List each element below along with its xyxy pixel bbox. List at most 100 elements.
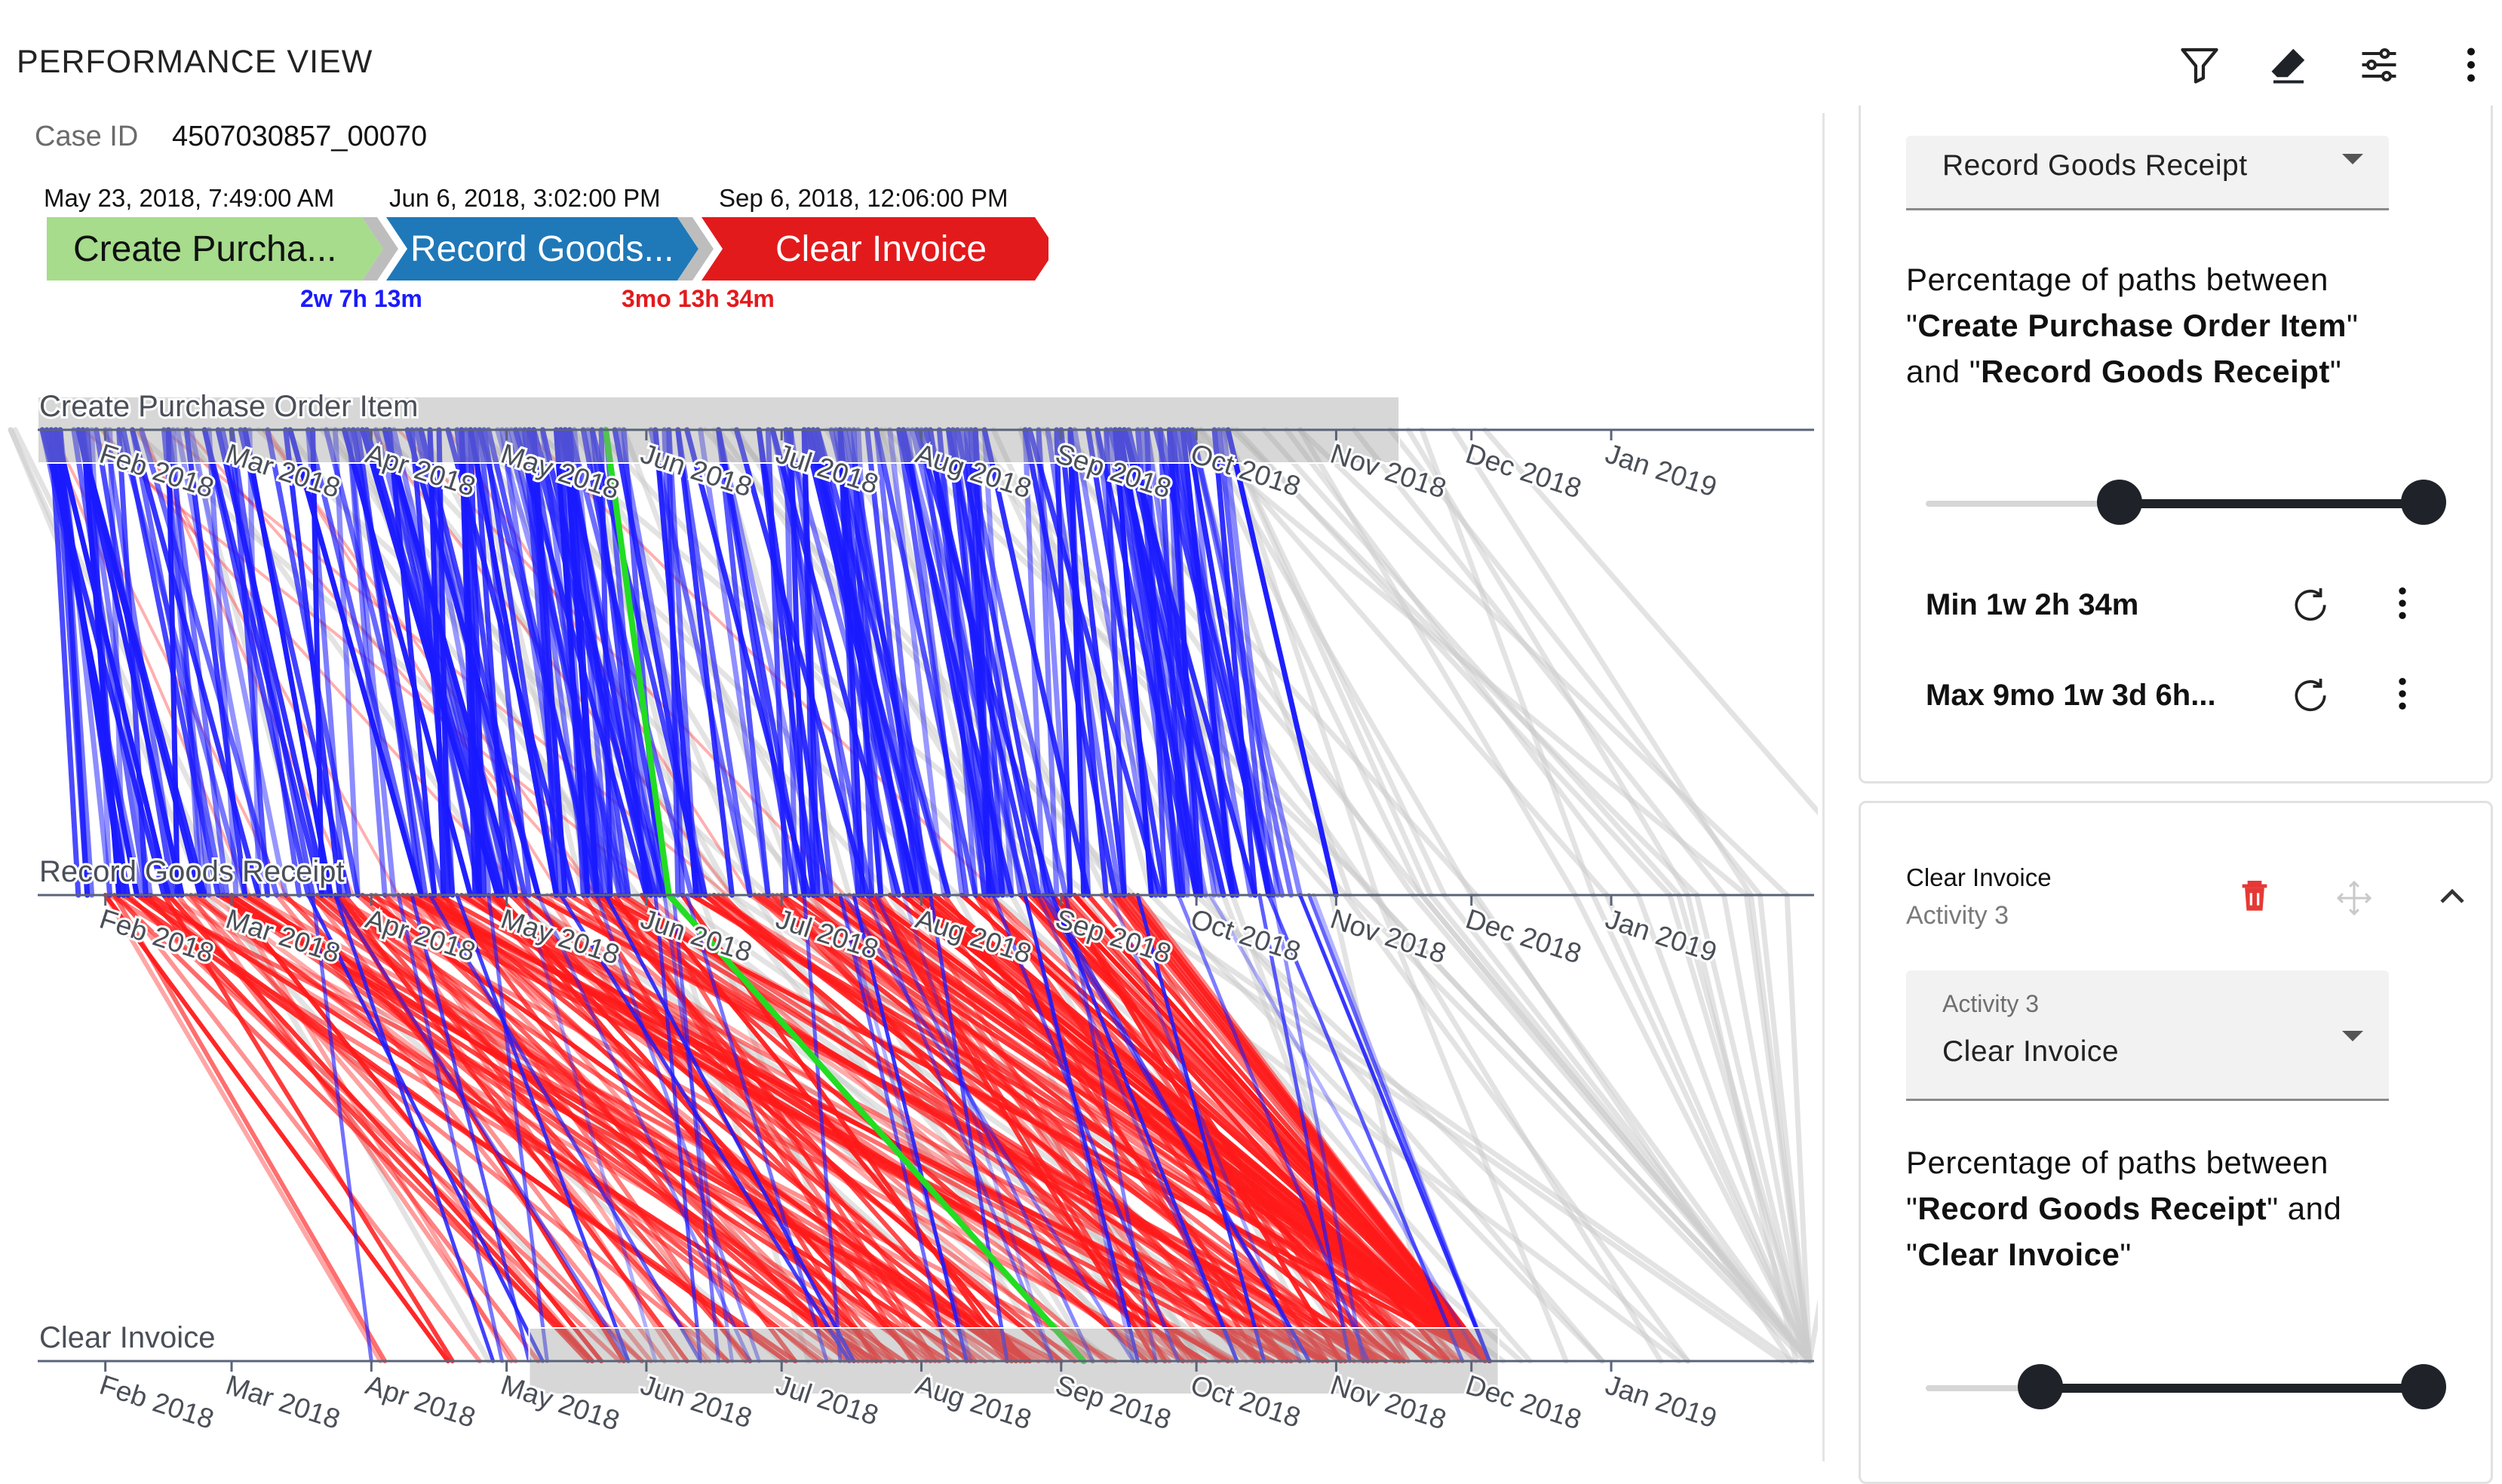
trace-line-other xyxy=(1220,427,1434,898)
activity-select[interactable]: Activity 3 Clear Invoice xyxy=(1906,970,2389,1101)
trace-line-goods-receipt xyxy=(206,427,239,898)
trace-line-goods-receipt xyxy=(305,427,347,898)
trace-line-goods-receipt xyxy=(306,893,545,1363)
trace-line-clear-invoice xyxy=(1049,893,1492,1363)
trace-line-clear-invoice xyxy=(612,893,933,1363)
slider-min-handle[interactable] xyxy=(2017,1364,2063,1409)
trace-line-goods-receipt xyxy=(929,893,1009,1363)
trace-line-goods-receipt xyxy=(472,427,510,898)
slider-min-handle[interactable] xyxy=(2097,480,2143,525)
trace-line-other xyxy=(1635,892,1813,1364)
reset-icon[interactable] xyxy=(2289,582,2332,624)
more-vert-icon[interactable] xyxy=(2381,582,2424,624)
trace-line-goods-receipt xyxy=(333,893,631,1363)
trace-line-clear-invoice xyxy=(305,893,870,1363)
trace-line-clear-invoice xyxy=(869,893,1159,1363)
trace-line-goods-receipt xyxy=(837,427,866,898)
trace-line-goods-receipt xyxy=(201,427,325,898)
trace-line-goods-receipt xyxy=(571,427,622,898)
slider-max-handle[interactable] xyxy=(2401,1364,2446,1409)
trace-line-goods-receipt xyxy=(981,427,1091,898)
step-1-date: May 23, 2018, 7:49:00 AM xyxy=(44,184,335,212)
eraser-icon[interactable] xyxy=(2266,42,2311,87)
trace-line-goods-receipt xyxy=(1189,427,1303,898)
trace-line-clear-invoice xyxy=(513,893,1159,1363)
trace-line-clear-invoice xyxy=(702,893,1262,1363)
trace-line-other xyxy=(1122,892,1794,1364)
trace-line-other xyxy=(1104,892,1785,1364)
trace-line-goods-receipt xyxy=(648,427,753,898)
trace-line-clear-invoice xyxy=(982,893,1330,1363)
tick-label: Feb 2018 xyxy=(96,1369,217,1435)
trace-line-other xyxy=(1757,892,1813,1364)
trace-line-goods-receipt xyxy=(919,427,987,898)
trace-line-goods-receipt xyxy=(1067,427,1091,898)
tick-label: Apr 2018 xyxy=(362,1369,479,1433)
trace-line-other xyxy=(1419,892,1813,1364)
trace-line-other xyxy=(1387,427,1763,898)
trace-line-goods-receipt xyxy=(653,893,703,1363)
trace-line-goods-receipt xyxy=(75,427,207,898)
step-2-chevron[interactable] xyxy=(386,217,698,281)
trace-line-goods-receipt xyxy=(950,427,1024,898)
performance-spectrum-chart[interactable]: Create Purchase Order Item Feb 2018 Mar 20… xyxy=(0,317,1818,1461)
trace-line-goods-receipt xyxy=(1036,427,1073,898)
step-2-label: Record Goods... xyxy=(410,229,674,269)
trace-line-goods-receipt xyxy=(698,427,771,898)
trace-line-goods-receipt xyxy=(802,893,843,1363)
step-1-chevron[interactable] xyxy=(47,217,383,281)
trace-line-clear-invoice xyxy=(639,893,938,1363)
trace-line-clear-invoice xyxy=(315,893,987,1363)
trace-line-goods-receipt xyxy=(838,893,950,1363)
trace-line-goods-receipt xyxy=(1109,893,1303,1363)
trace-line-goods-receipt xyxy=(873,427,978,898)
case-id-label: Case ID xyxy=(35,121,139,152)
trace-line-goods-receipt xyxy=(71,427,149,898)
trace-line-goods-receipt xyxy=(959,427,1069,898)
axis-label: Clear Invoice xyxy=(39,1321,215,1354)
step-3-chevron[interactable] xyxy=(701,217,1048,281)
path-percentage-text: Percentage of paths between "Create Purch… xyxy=(1906,262,2359,389)
trace-line-goods-receipt xyxy=(94,427,176,898)
tune-icon[interactable] xyxy=(2356,42,2402,87)
trace-line-clear-invoice xyxy=(103,893,450,1363)
trace-line-clear-invoice xyxy=(189,893,852,1363)
min-duration-label: Min 1w 2h 34m xyxy=(1926,588,2139,621)
trace-line-goods-receipt xyxy=(873,427,929,898)
trace-line-goods-receipt xyxy=(130,427,226,898)
trace-line-other xyxy=(1261,427,1682,898)
activity-select[interactable]: Record Goods Receipt xyxy=(1906,136,2389,210)
trace-line-goods-receipt xyxy=(968,427,992,898)
trace-line-goods-receipt xyxy=(48,427,81,898)
trace-lines xyxy=(8,427,1818,1364)
trace-line-goods-receipt xyxy=(675,427,753,898)
more-vert-icon[interactable] xyxy=(2448,42,2494,87)
step-separator xyxy=(362,217,398,281)
trace-line-clear-invoice xyxy=(247,893,1086,1363)
trace-line-clear-invoice xyxy=(567,893,1348,1363)
filter-icon[interactable] xyxy=(2177,42,2222,87)
trace-line-clear-invoice xyxy=(112,893,595,1363)
trace-line-other xyxy=(1807,1298,1818,1364)
chevron-up-icon[interactable] xyxy=(2431,875,2473,918)
more-vert-icon[interactable] xyxy=(2381,673,2424,715)
trace-line-goods-receipt xyxy=(305,427,424,898)
move-icon[interactable] xyxy=(2333,877,2375,919)
step-3-date: Sep 6, 2018, 12:06:00 PM xyxy=(719,184,1008,212)
trace-line-goods-receipt xyxy=(410,893,531,1363)
trace-line-other xyxy=(1482,427,1818,816)
trace-line-goods-receipt xyxy=(616,427,708,898)
trace-line-goods-receipt xyxy=(936,427,978,898)
trace-line-goods-receipt xyxy=(1208,893,1483,1363)
trace-line-goods-receipt xyxy=(1266,893,1465,1363)
trace-line-goods-receipt xyxy=(242,427,333,898)
trace-line-goods-receipt xyxy=(684,427,812,898)
step-separator xyxy=(677,217,714,281)
trace-line-clear-invoice xyxy=(229,893,906,1363)
delete-icon[interactable] xyxy=(2233,875,2276,918)
slider-max-handle[interactable] xyxy=(2401,480,2446,525)
trace-line-goods-receipt xyxy=(685,893,829,1363)
reset-icon[interactable] xyxy=(2289,673,2332,715)
trace-line-clear-invoice xyxy=(508,893,978,1363)
trace-line-goods-receipt xyxy=(139,427,280,898)
